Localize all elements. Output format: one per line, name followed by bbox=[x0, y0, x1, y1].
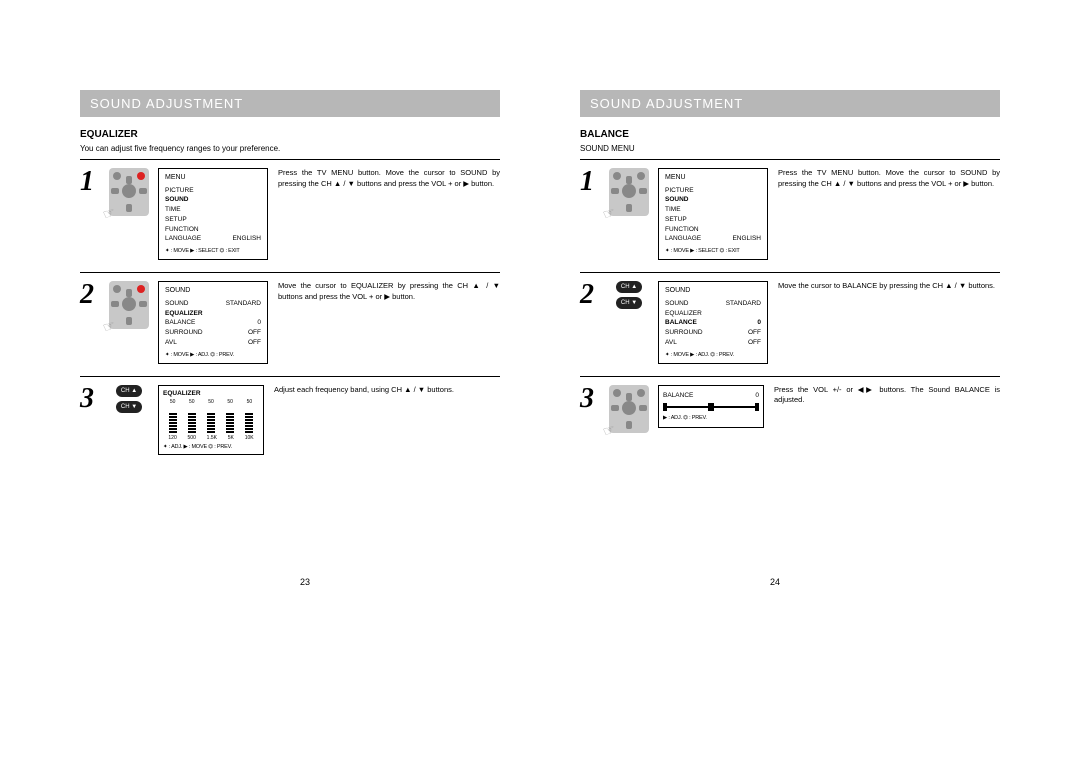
balance-slider bbox=[663, 403, 759, 411]
remote-graphic: ☞ bbox=[106, 281, 152, 329]
step-number: 1 bbox=[80, 168, 106, 196]
step-number: 2 bbox=[80, 281, 106, 309]
step-2: 2 ☞ SOUND SOUNDSTANDARD EQUALIZER BALANC… bbox=[80, 281, 500, 364]
ch-down-pill: CH ▼ bbox=[616, 297, 642, 309]
ch-up-pill: CH ▲ bbox=[616, 281, 642, 293]
remote-icon: ☞ bbox=[609, 385, 649, 433]
remote-icon: ☞ bbox=[109, 281, 149, 329]
equalizer-bars bbox=[163, 405, 259, 433]
divider bbox=[80, 272, 500, 273]
osd-sound-menu: SOUND SOUNDSTANDARD EQUALIZER BALANCE0 S… bbox=[658, 281, 768, 364]
left-page: SOUND ADJUSTMENT EQUALIZER You can adjus… bbox=[80, 90, 500, 467]
ch-down-pill: CH ▼ bbox=[116, 401, 142, 413]
step-3: 3 CH ▲ CH ▼ EQUALIZER 50 50 50 50 50 bbox=[80, 385, 500, 455]
page-title: SOUND ADJUSTMENT bbox=[80, 90, 500, 117]
intro-text: SOUND MENU bbox=[580, 144, 1000, 153]
remote-graphic: ☞ bbox=[106, 168, 152, 216]
remote-icon: ☞ bbox=[109, 168, 149, 216]
step-number: 2 bbox=[580, 281, 606, 309]
divider bbox=[80, 376, 500, 377]
instruction-text: Move the cursor to BALANCE by pressing t… bbox=[778, 281, 1000, 292]
step-number: 3 bbox=[80, 385, 106, 413]
step-number: 1 bbox=[580, 168, 606, 196]
divider bbox=[580, 272, 1000, 273]
page-number-left: 23 bbox=[300, 577, 310, 587]
remote-graphic: ☞ bbox=[606, 168, 652, 216]
page-number-right: 24 bbox=[770, 577, 780, 587]
instruction-text: Move the cursor to EQUALIZER by pressing… bbox=[278, 281, 500, 302]
instruction-text: Press the VOL +/- or ◀▶ buttons. The Sou… bbox=[774, 385, 1000, 406]
osd-balance: BALANCE0 ▶ : ADJ. ⏣ : PREV. bbox=[658, 385, 764, 428]
divider bbox=[580, 159, 1000, 160]
osd-equalizer: EQUALIZER 50 50 50 50 50 120 5 bbox=[158, 385, 264, 455]
step-2: 2 CH ▲ CH ▼ SOUND SOUNDSTANDARD EQUALIZE… bbox=[580, 281, 1000, 364]
hand-icon: ☞ bbox=[100, 203, 118, 223]
osd-menu: MENU PICTURE SOUND TIME SETUP FUNCTION L… bbox=[158, 168, 268, 260]
instruction-text: Press the TV MENU button. Move the curso… bbox=[278, 168, 500, 189]
button-graphic: CH ▲ CH ▼ bbox=[606, 281, 652, 309]
hand-icon: ☞ bbox=[600, 420, 618, 440]
hand-icon: ☞ bbox=[100, 317, 118, 337]
page-title: SOUND ADJUSTMENT bbox=[580, 90, 1000, 117]
intro-text: You can adjust five frequency ranges to … bbox=[80, 144, 500, 153]
hand-icon: ☞ bbox=[600, 203, 618, 223]
step-1: 1 ☞ MENU PICTURE SOUND TIME SETUP FUNCTI… bbox=[580, 168, 1000, 260]
step-3: 3 ☞ BALANCE0 ▶ : ADJ. ⏣ : PREV. Press th… bbox=[580, 385, 1000, 433]
divider bbox=[80, 159, 500, 160]
divider bbox=[580, 376, 1000, 377]
step-number: 3 bbox=[580, 385, 606, 413]
instruction-text: Adjust each frequency band, using CH ▲ /… bbox=[274, 385, 500, 396]
osd-menu: MENU PICTURE SOUND TIME SETUP FUNCTION L… bbox=[658, 168, 768, 260]
osd-sound-menu: SOUND SOUNDSTANDARD EQUALIZER BALANCE0 S… bbox=[158, 281, 268, 364]
remote-graphic: ☞ bbox=[606, 385, 652, 433]
button-graphic: CH ▲ CH ▼ bbox=[106, 385, 152, 413]
ch-up-pill: CH ▲ bbox=[116, 385, 142, 397]
section-heading: BALANCE bbox=[580, 129, 1000, 140]
remote-icon: ☞ bbox=[609, 168, 649, 216]
step-1: 1 ☞ MENU PICTURE SOUND TIME SETUP FUNCTI… bbox=[80, 168, 500, 260]
instruction-text: Press the TV MENU button. Move the curso… bbox=[778, 168, 1000, 189]
page-numbers: 23 24 bbox=[0, 577, 1080, 587]
right-page: SOUND ADJUSTMENT BALANCE SOUND MENU 1 ☞ … bbox=[580, 90, 1000, 467]
section-heading: EQUALIZER bbox=[80, 129, 500, 140]
